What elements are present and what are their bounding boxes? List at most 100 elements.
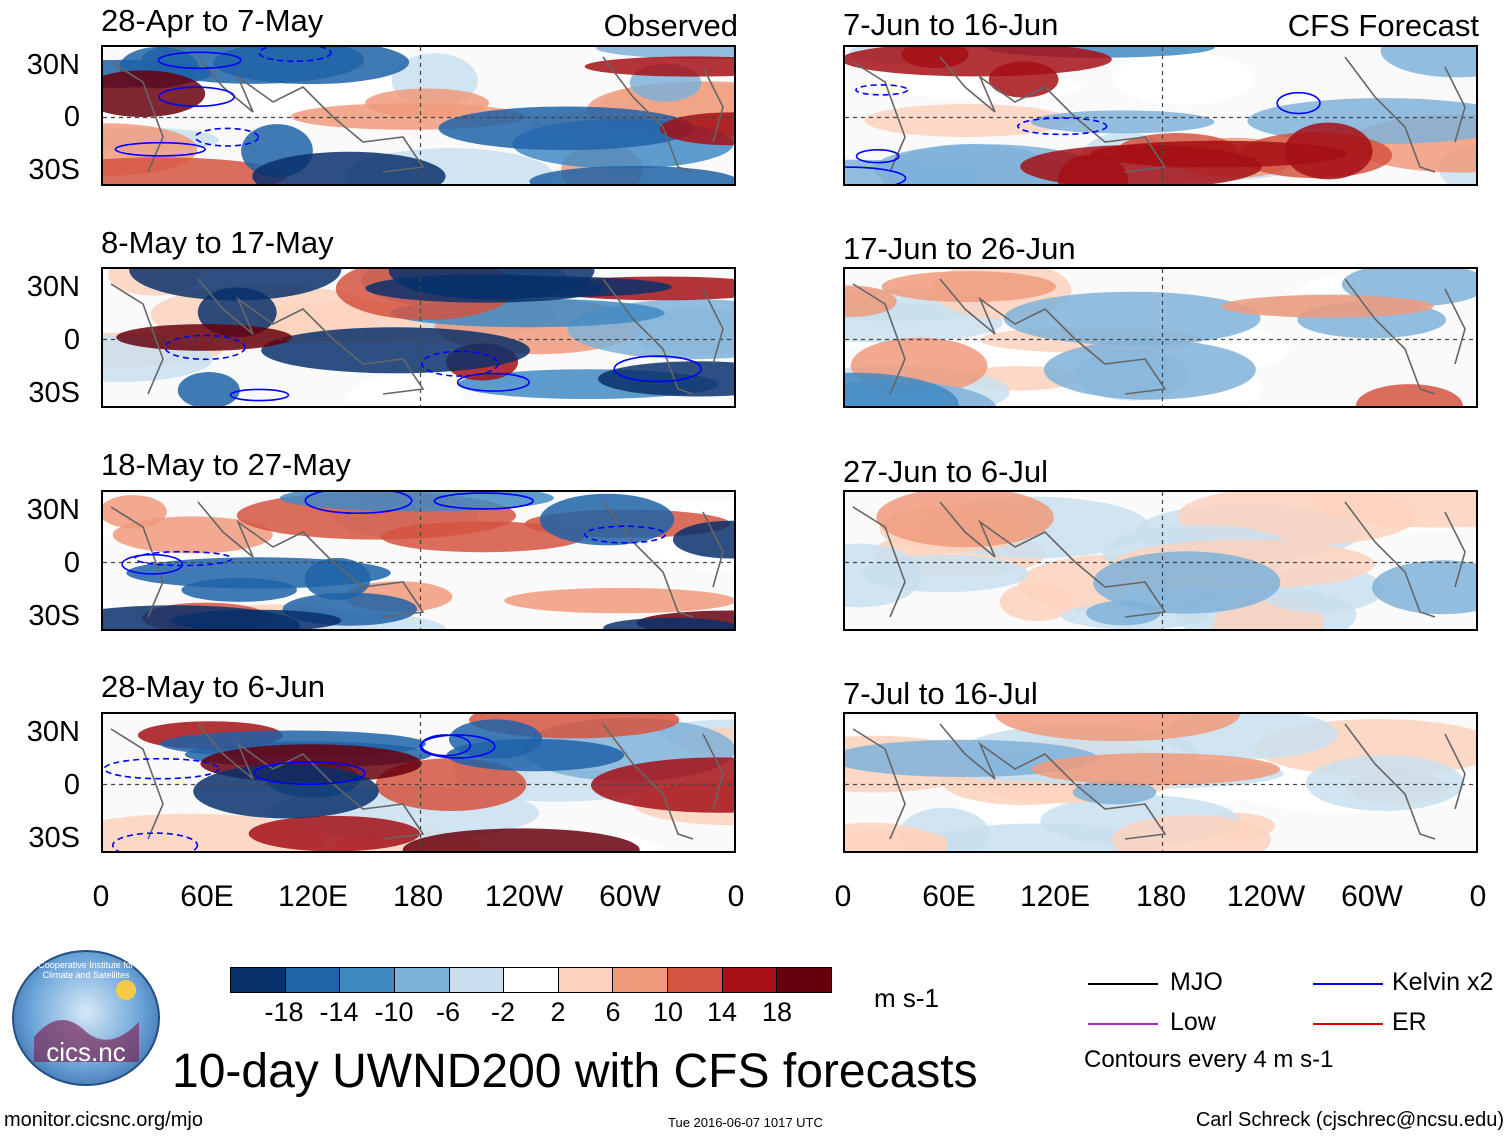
footer-url[interactable]: monitor.cicsnc.org/mjo xyxy=(4,1109,203,1131)
xtick-right-0-end: 0 xyxy=(1469,880,1487,913)
panel-title-right-4: 7-Jul to 16-Jul xyxy=(843,676,1038,711)
ytick-row4-0: 0 xyxy=(63,769,80,801)
colorbar-swatch xyxy=(558,968,614,992)
xtick-left-0: 0 xyxy=(92,880,110,913)
xtick-right-120e: 120E xyxy=(1019,880,1091,913)
anomaly-blob xyxy=(1355,384,1463,406)
anomaly-blob xyxy=(407,276,672,298)
legend-line-kelvin xyxy=(1313,983,1383,985)
legend-line-low xyxy=(1088,1023,1158,1025)
cics-logo: cics.nc Cooperative Institute for Climat… xyxy=(12,950,160,1086)
legend-line-mjo xyxy=(1088,983,1158,985)
xtick-left-0-end: 0 xyxy=(727,880,745,913)
anomaly-blob xyxy=(446,739,625,772)
colorbar-swatch xyxy=(340,968,395,992)
anomaly-blob xyxy=(116,324,292,351)
anomaly-blob xyxy=(177,372,240,406)
anomaly-blob xyxy=(279,492,554,512)
kelvin-contour xyxy=(229,388,290,402)
map-svg xyxy=(103,269,734,406)
kelvin-contour xyxy=(253,761,366,786)
kelvin-contour xyxy=(456,372,530,392)
map-svg xyxy=(845,714,1476,851)
anomaly-blob xyxy=(1111,815,1272,851)
colorbar-label: -10 xyxy=(374,997,414,1027)
colorbar-label: 10 xyxy=(652,997,684,1027)
kelvin-contour xyxy=(584,525,667,544)
anomaly-blob xyxy=(596,47,734,60)
colorbar-label: -2 xyxy=(490,997,515,1027)
anomaly-blob xyxy=(402,828,640,851)
observed-panel-3 xyxy=(101,490,736,631)
map-svg xyxy=(103,47,734,184)
colorbar-label: -18 xyxy=(264,997,304,1027)
anomaly-blob xyxy=(344,374,465,406)
logo-text: cics.nc xyxy=(46,1037,126,1067)
xtick-left-180: 180 xyxy=(392,880,444,913)
kelvin-contour xyxy=(419,734,496,759)
anomaly-blob xyxy=(584,56,734,77)
anomaly-blob xyxy=(1031,753,1280,786)
coastline xyxy=(110,56,724,173)
anomaly-blob xyxy=(845,372,959,406)
anomaly-blob xyxy=(672,520,734,559)
forecast-panel-4 xyxy=(843,712,1478,853)
kelvin-contour xyxy=(845,166,907,184)
colorbar-swatch xyxy=(285,968,341,992)
kelvin-contour xyxy=(613,355,702,383)
anomaly-blob xyxy=(845,159,988,184)
coastline xyxy=(852,278,1466,395)
colorbar-swatch xyxy=(668,968,723,992)
kelvin-contour xyxy=(103,757,220,780)
kelvin-contour xyxy=(1016,117,1108,136)
panel-title-right-3: 27-Jun to 6-Jul xyxy=(843,454,1049,489)
ytick-row4-30n: 30N xyxy=(26,716,80,748)
anomaly-blob xyxy=(1093,551,1281,614)
anomaly-blob xyxy=(1221,295,1434,318)
anomaly-blob xyxy=(529,166,734,184)
anomaly-blob xyxy=(248,815,420,851)
anomaly-blob xyxy=(1310,492,1476,528)
map-svg xyxy=(103,492,734,629)
colorbar-swatch xyxy=(231,968,286,992)
xtick-right-60w: 60W xyxy=(1341,880,1403,913)
footer-author: Carl Schreck (cjschrec@ncsu.edu) xyxy=(1195,1109,1504,1131)
colorbar xyxy=(230,967,832,993)
kelvin-contour xyxy=(433,492,534,510)
colorbar-swatch xyxy=(394,968,450,992)
colorbar-label: -14 xyxy=(319,997,359,1027)
map-svg xyxy=(845,47,1476,184)
ytick-row2-0: 0 xyxy=(63,324,80,356)
anomaly-blob xyxy=(1043,339,1256,400)
anomaly-blob xyxy=(845,829,949,851)
anomaly-blob xyxy=(261,327,530,374)
kelvin-contour xyxy=(855,84,909,96)
ytick-row1-30n: 30N xyxy=(26,49,80,81)
colorbar-label: 2 xyxy=(550,997,566,1027)
forecast-panel-3 xyxy=(843,490,1478,631)
anomaly-blob xyxy=(1372,560,1476,615)
panel-title-left-3: 18-May to 27-May xyxy=(101,447,351,482)
anomaly-blob xyxy=(252,151,446,184)
coastline xyxy=(110,723,724,840)
observed-label: Observed xyxy=(603,8,738,43)
observed-panel-2 xyxy=(101,267,736,408)
kelvin-contour xyxy=(157,51,242,70)
panel-title-left-4: 28-May to 6-Jun xyxy=(101,669,325,704)
anomaly-blob xyxy=(1305,755,1465,811)
ytick-row3-30n: 30N xyxy=(26,494,80,526)
ytick-row3-0: 0 xyxy=(63,547,80,579)
anomaly-blob xyxy=(1030,110,1215,134)
xtick-left-60w: 60W xyxy=(599,880,661,913)
anomaly-blob xyxy=(881,271,1057,303)
colorbar-units: m s-1 xyxy=(874,983,939,1013)
anomaly-blob xyxy=(438,106,695,151)
xtick-right-60e: 60E xyxy=(922,880,976,913)
anomaly-blob xyxy=(591,757,734,813)
anomaly-blob xyxy=(995,714,1240,742)
colorbar-swatch xyxy=(777,968,832,992)
coastline xyxy=(110,278,724,395)
anomaly-blob xyxy=(129,269,342,301)
xtick-left-120w: 120W xyxy=(484,880,564,913)
panel-title-right-2: 17-Jun to 26-Jun xyxy=(843,231,1076,266)
